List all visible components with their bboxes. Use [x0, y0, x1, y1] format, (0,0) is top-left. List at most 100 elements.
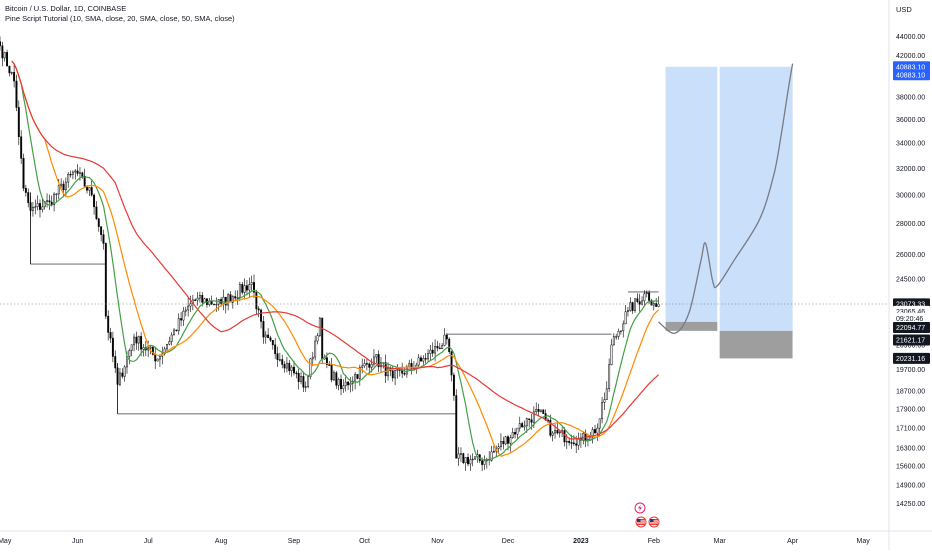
candle: [551, 430, 554, 442]
candle: [356, 374, 359, 380]
candle: [97, 217, 100, 232]
price-tag-label: 40883.10: [896, 64, 925, 71]
price-tag-label: 40883.10: [896, 72, 925, 79]
candle: [100, 226, 103, 242]
sma-50-line[interactable]: [11, 60, 659, 440]
candle: [422, 355, 425, 365]
candle: [34, 199, 37, 215]
candle: [349, 377, 352, 393]
candle: [467, 453, 469, 467]
projection-box-target-zone[interactable]: [719, 66, 793, 331]
candle: [605, 381, 608, 401]
candle: [13, 64, 16, 88]
symbol-title[interactable]: Bitcoin / U.S. Dollar, 1D, COINBASE: [5, 4, 127, 13]
projection-box-stop-zone[interactable]: [719, 330, 793, 359]
candle: [10, 71, 13, 75]
time-axis[interactable]: May Jun Jul Aug Sep Oct Nov Dec 2023 Feb Mar Apr May: [0, 538, 870, 545]
chart-legend: Bitcoin / U.S. Dollar, 1D, COINBASE Pine…: [5, 4, 235, 24]
candle: [41, 198, 44, 213]
candle: [309, 357, 312, 380]
candle: [156, 358, 159, 362]
candle: [15, 74, 18, 112]
us-flag-event-icon[interactable]: [648, 516, 660, 528]
sma-10-line[interactable]: [11, 60, 659, 461]
candle: [311, 351, 314, 367]
candle: [137, 335, 140, 351]
price-tag: 20231.16: [893, 352, 930, 364]
candle: [302, 371, 305, 392]
candle: [257, 306, 260, 318]
price-tick-label: 19700.00: [896, 367, 925, 374]
price-tick-label: 38000.00: [896, 95, 925, 102]
candle: [123, 365, 126, 382]
candle: [464, 457, 467, 471]
candle: [638, 293, 641, 312]
lightning-event-icon[interactable]: [634, 502, 646, 514]
price-tick-label: 16300.00: [896, 445, 925, 452]
candle: [502, 436, 505, 450]
candle: [55, 193, 58, 202]
candle: [6, 49, 9, 67]
time-tick-label: Aug: [215, 538, 228, 545]
candle: [196, 292, 199, 306]
candle: [504, 435, 507, 446]
price-tick-label: 34000.00: [896, 141, 925, 148]
price-tag-label: 22094.77: [896, 325, 925, 332]
candle: [224, 296, 227, 314]
price-tick-label: 14250.00: [896, 501, 925, 508]
candle: [175, 329, 178, 332]
candle: [365, 359, 368, 371]
candle: [655, 298, 658, 307]
candle: [264, 331, 267, 344]
price-projection-path[interactable]: [658, 63, 794, 334]
candle: [441, 343, 444, 350]
price-tag-label: 21621.17: [896, 338, 925, 345]
candle: [39, 199, 41, 218]
candle: [314, 335, 317, 361]
candle: [245, 280, 248, 295]
long-position-target-zone[interactable]: [665, 66, 718, 322]
time-tick-label: Dec: [502, 538, 515, 545]
candle: [269, 335, 272, 342]
candle: [285, 356, 288, 373]
candle: [377, 350, 380, 372]
candle: [610, 339, 613, 366]
candle: [111, 331, 114, 363]
candle: [372, 349, 375, 367]
indicator-title[interactable]: Pine Script Tutorial (10, SMA, close, 20…: [5, 14, 235, 23]
candle: [67, 171, 70, 188]
candle: [563, 427, 566, 447]
candle: [460, 447, 462, 462]
us-flag-event-icon[interactable]: [635, 516, 647, 528]
candle: [158, 354, 161, 367]
price-tick-label: 20900.00: [896, 342, 925, 349]
candle: [128, 348, 131, 365]
candle: [636, 293, 639, 304]
currency-label: USD: [896, 5, 912, 14]
candle: [321, 317, 324, 364]
long-position-stop-zone[interactable]: [665, 321, 718, 331]
candle: [109, 327, 112, 343]
candle: [641, 296, 644, 306]
price-tick-label: 14900.00: [896, 483, 925, 490]
candle: [288, 359, 291, 375]
candle: [231, 295, 234, 309]
candle: [53, 192, 56, 212]
time-tick-label: Mar: [714, 538, 727, 545]
time-tick-label: Apr: [787, 538, 799, 545]
candle: [629, 297, 632, 312]
candle: [90, 180, 93, 197]
candle: [347, 381, 350, 391]
candle: [608, 358, 611, 392]
candle: [295, 370, 298, 379]
candle: [17, 100, 20, 145]
candle: [612, 333, 615, 346]
candle: [24, 184, 27, 197]
candle: [74, 169, 77, 180]
candle: [76, 164, 79, 177]
candle: [307, 375, 310, 389]
candle: [427, 349, 429, 363]
candle: [81, 171, 84, 179]
